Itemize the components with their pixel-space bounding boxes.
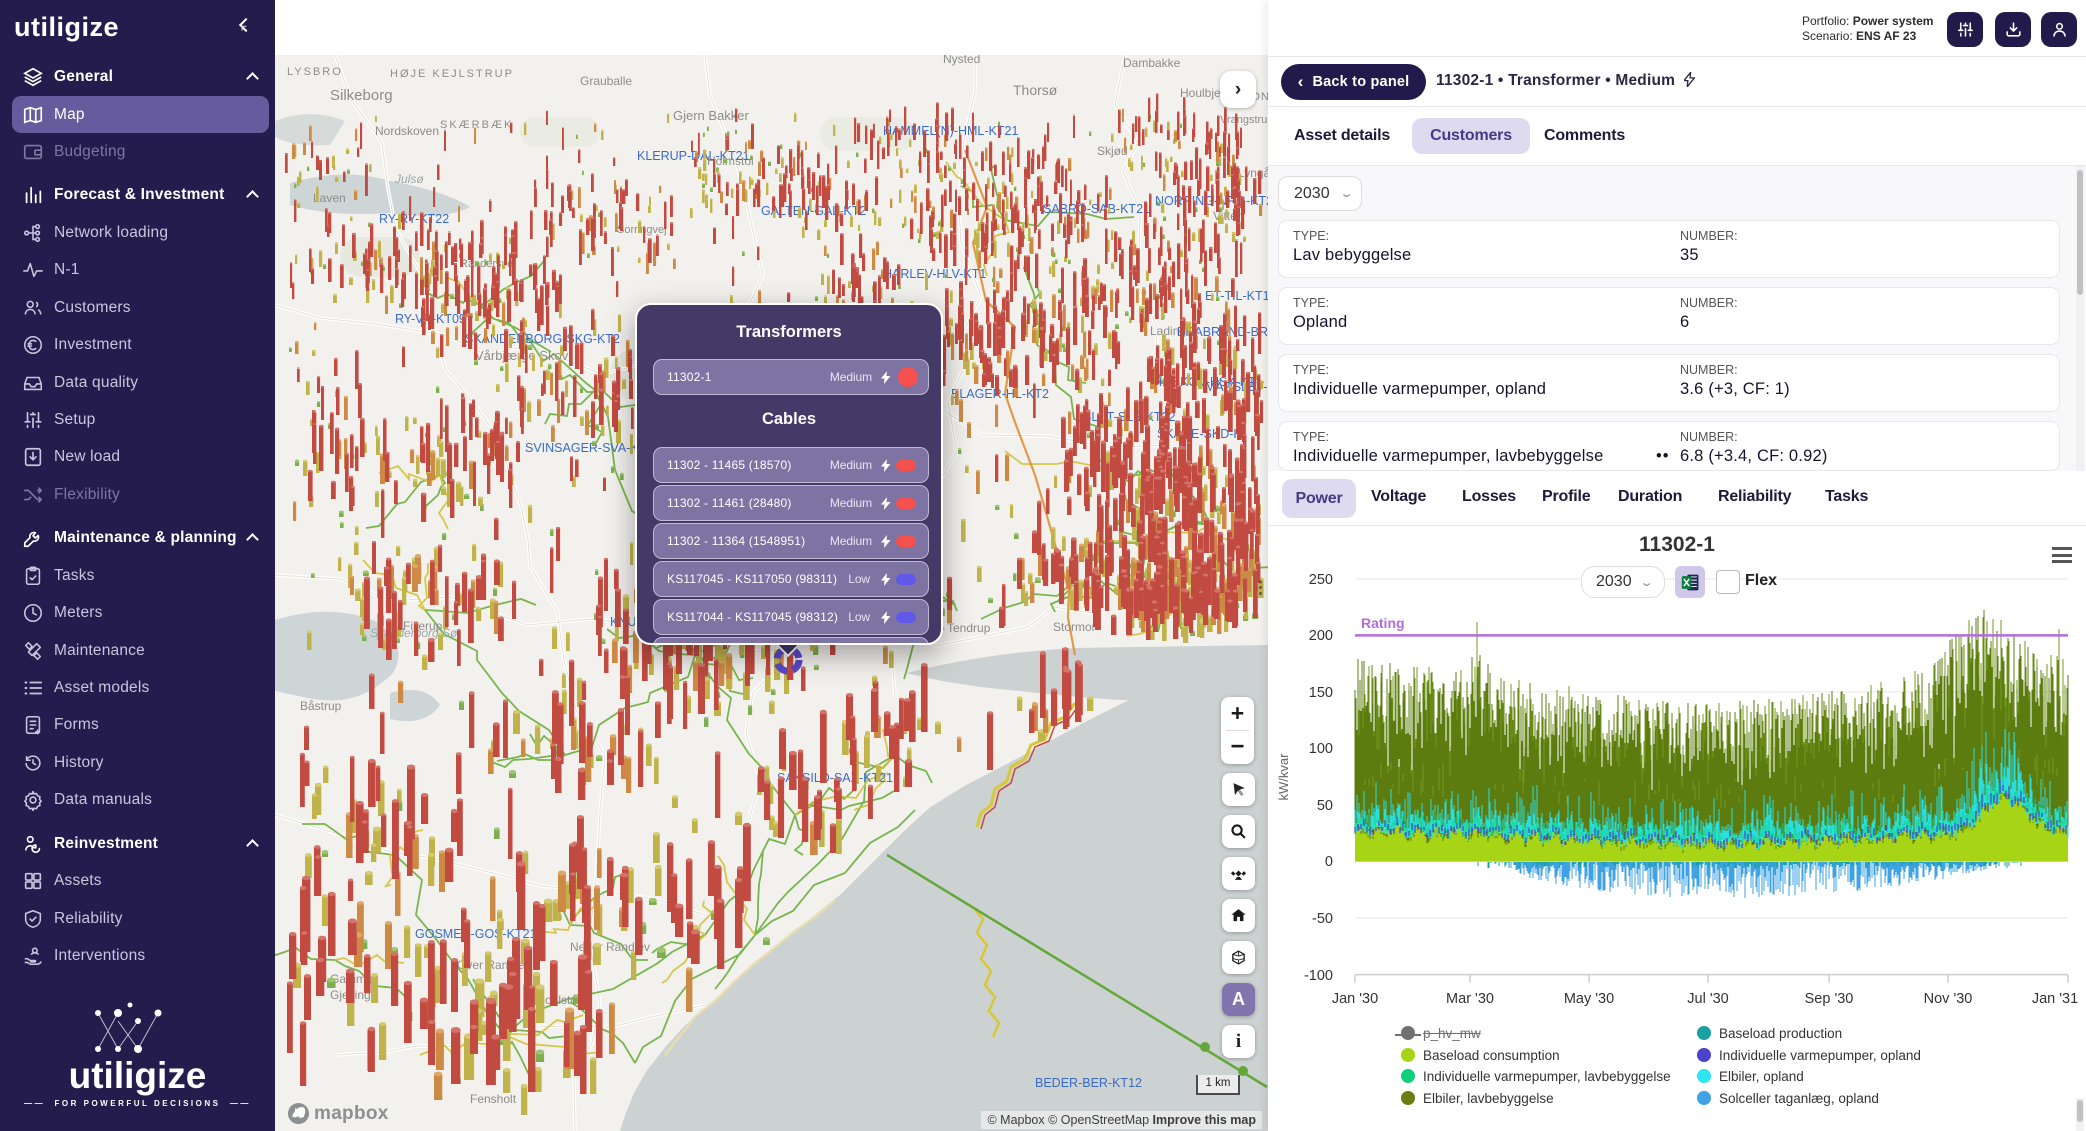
svg-text:ELAGER-HL-KT2: ELAGER-HL-KT2	[951, 387, 1049, 401]
svg-text:50: 50	[1317, 798, 1333, 814]
svg-text:HARLEV-HLV-KT1: HARLEV-HLV-KT1	[883, 267, 986, 281]
svg-text:Rating: Rating	[1361, 615, 1405, 631]
svg-text:May '30: May '30	[1564, 991, 1614, 1007]
svg-text:Fensholt: Fensholt	[470, 1092, 517, 1106]
svg-text:Sep '30: Sep '30	[1805, 991, 1854, 1007]
svg-text:Nordskoven: Nordskoven	[375, 124, 439, 138]
svg-text:Mar '30: Mar '30	[1446, 991, 1494, 1007]
svg-text:Houlbjerg: Houlbjerg	[1180, 86, 1231, 100]
svg-text:Julsø: Julsø	[394, 172, 424, 186]
svg-text:Båstrup: Båstrup	[300, 699, 342, 713]
svg-text:GOSMER-GOS-KT21: GOSMER-GOS-KT21	[415, 927, 537, 941]
svg-text:Sorringvej: Sorringvej	[617, 224, 667, 236]
svg-text:Nysted: Nysted	[943, 55, 980, 66]
svg-text:Grauballe: Grauballe	[580, 74, 632, 88]
svg-text:Holmstol: Holmstol	[707, 154, 754, 168]
svg-text:Silkeborg: Silkeborg	[330, 87, 393, 104]
svg-text:-50: -50	[1312, 911, 1333, 927]
svg-text:150: 150	[1309, 685, 1333, 701]
svg-text:250: 250	[1309, 572, 1333, 588]
svg-text:Fillerup: Fillerup	[403, 619, 443, 633]
svg-text:SABRO-SAB-KT21: SABRO-SAB-KT21	[1043, 202, 1150, 216]
svg-text:KLERUP-DAL-KT21: KLERUP-DAL-KT21	[637, 149, 750, 163]
svg-text:SKANDERBORG-SKG-KT2: SKANDERBORG-SKG-KT2	[465, 332, 620, 346]
svg-text:Jul '30: Jul '30	[1687, 991, 1728, 1007]
svg-text:200: 200	[1309, 628, 1333, 644]
svg-text:Skjød: Skjød	[1097, 144, 1128, 158]
svg-text:RY-RY-KT22: RY-RY-KT22	[379, 212, 449, 226]
svg-text:-100: -100	[1304, 968, 1333, 984]
svg-text:Lyngå: Lyngå	[1238, 166, 1268, 180]
svg-text:Jan '31: Jan '31	[2032, 991, 2078, 1007]
svg-text:Vrangstrupvej: Vrangstrupvej	[1220, 114, 1268, 126]
svg-text:Nov '30: Nov '30	[1924, 991, 1973, 1007]
svg-text:ET-TIL-KT1: ET-TIL-KT1	[1205, 289, 1268, 303]
svg-text:HØJE KEJLSTRUP: HØJE KEJLSTRUP	[390, 68, 514, 80]
svg-text:LYSBRO: LYSBRO	[287, 66, 343, 78]
svg-text:Tendrup: Tendrup	[947, 621, 991, 635]
svg-text:MÅRSLET-NRG: MÅRSLET-NRG	[1205, 379, 1268, 394]
svg-text:Lading: Lading	[1150, 324, 1186, 338]
svg-text:Laven: Laven	[313, 191, 346, 205]
svg-text:HAMMEL(N)-HML-KT21: HAMMEL(N)-HML-KT21	[883, 124, 1018, 138]
svg-text:kW/kvar: kW/kvar	[1276, 753, 1291, 801]
svg-text:SVINSAGER-SVA-KT23: SVINSAGER-SVA-KT23	[525, 441, 660, 455]
svg-text:Dambakke: Dambakke	[1123, 56, 1181, 70]
svg-text:Stormor: Stormor	[1053, 620, 1096, 634]
svg-text:Jan '30: Jan '30	[1332, 991, 1378, 1007]
svg-text:SKÆRBÆK: SKÆRBÆK	[440, 119, 513, 131]
svg-text:BEDER-BER-KT12: BEDER-BER-KT12	[1035, 1076, 1142, 1090]
svg-text:Randersvej: Randersvej	[460, 258, 516, 270]
svg-text:Gjern Bakker: Gjern Bakker	[673, 108, 750, 123]
svg-text:100: 100	[1309, 741, 1333, 757]
svg-text:0: 0	[1325, 854, 1333, 870]
svg-text:Thorsø: Thorsø	[1013, 82, 1058, 98]
